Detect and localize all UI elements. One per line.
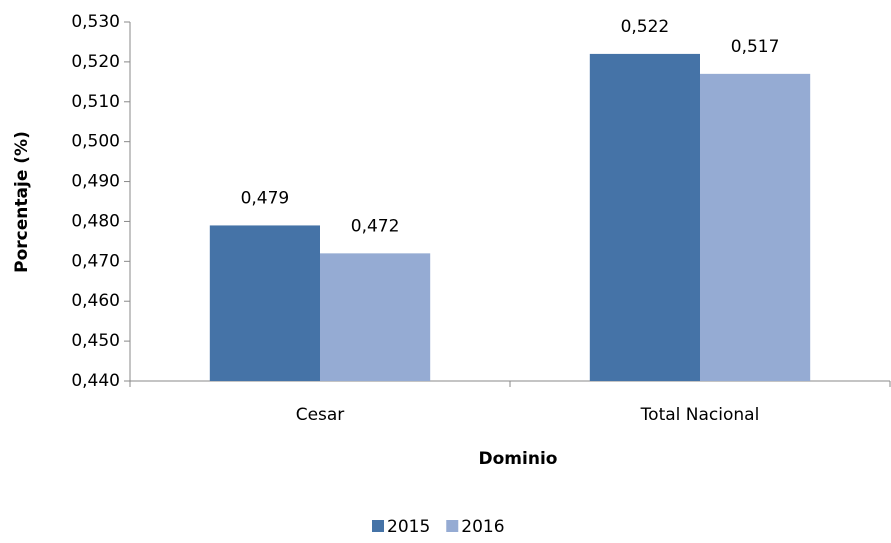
bar — [320, 253, 431, 381]
x-tick-label: Total Nacional — [640, 405, 760, 425]
y-axis-title: Porcentaje (%) — [12, 131, 32, 273]
y-tick-label: 0,490 — [71, 172, 120, 192]
data-label: 0,472 — [351, 216, 400, 236]
y-tick-label: 0,530 — [71, 12, 120, 32]
y-tick-label: 0,470 — [71, 251, 120, 271]
bar — [589, 53, 700, 382]
y-tick-label: 0,460 — [71, 291, 120, 311]
y-tick-label: 0,480 — [71, 211, 120, 231]
bar — [700, 73, 811, 381]
y-tick-label: 0,440 — [71, 371, 120, 391]
bar — [209, 225, 320, 381]
y-tick-label: 0,450 — [71, 331, 120, 351]
data-label: 0,517 — [731, 37, 780, 57]
legend-swatch — [446, 520, 459, 532]
x-tick-label: Cesar — [296, 405, 345, 425]
legend-swatch — [372, 520, 384, 532]
x-axis-title: Dominio — [479, 449, 558, 469]
y-tick-label: 0,520 — [71, 52, 120, 72]
legend-label: 2016 — [461, 517, 504, 537]
y-tick-label: 0,500 — [71, 132, 120, 152]
data-label: 0,522 — [621, 17, 670, 37]
data-label: 0,479 — [241, 188, 290, 208]
y-tick-label: 0,510 — [71, 92, 120, 112]
legend-label: 2015 — [387, 517, 430, 537]
